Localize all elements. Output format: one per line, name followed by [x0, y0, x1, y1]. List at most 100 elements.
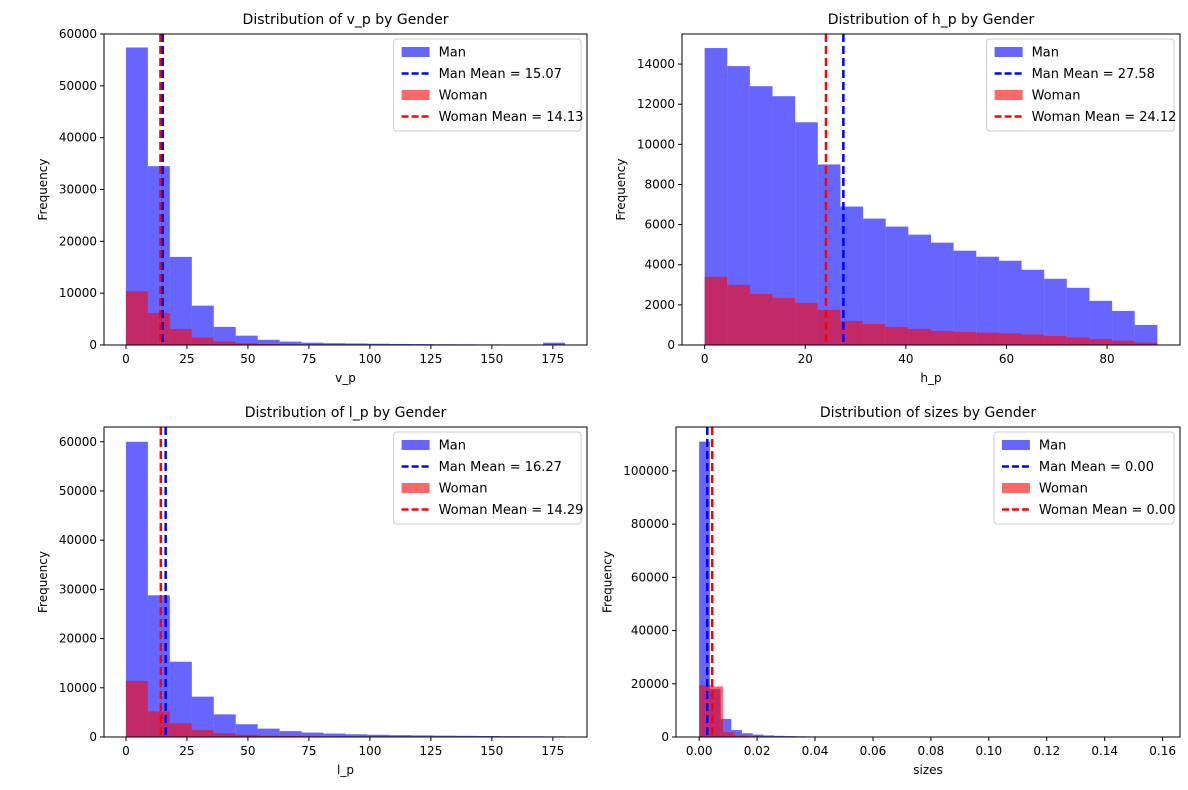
- bar-man-17: [1066, 287, 1090, 345]
- bar-man-4: [191, 696, 214, 737]
- y-tick-label: 0: [89, 730, 97, 744]
- y-tick-label: 10000: [59, 681, 97, 695]
- legend-label: Woman Mean = 0.00: [1039, 503, 1176, 518]
- x-axis-label: l_p: [337, 763, 354, 777]
- bar-woman-15: [1021, 334, 1045, 345]
- legend-label: Woman Mean = 14.29: [439, 503, 584, 518]
- y-tick-label: 20000: [59, 234, 97, 248]
- y-tick-label: 40000: [59, 131, 97, 145]
- y-tick-label: 12000: [637, 97, 675, 111]
- y-tick-label: 10000: [637, 137, 675, 151]
- bar-man-4: [772, 96, 796, 345]
- y-tick-label: 50000: [59, 79, 97, 93]
- plot-area: [699, 427, 914, 737]
- y-tick-label: 0: [667, 338, 675, 352]
- y-axis-label: Frequency: [614, 159, 628, 221]
- bar-woman-18: [1089, 338, 1113, 345]
- y-tick-label: 100000: [623, 464, 669, 478]
- bar-woman-5: [213, 341, 236, 345]
- bar-man-12: [367, 343, 390, 345]
- legend-swatch: [401, 90, 430, 100]
- bar-man-2: [147, 166, 170, 345]
- legend-label: Woman: [439, 89, 488, 104]
- bar-man-7: [763, 735, 775, 737]
- legend-swatch: [1001, 440, 1030, 450]
- bar-man-5: [795, 122, 818, 345]
- bar-man-5: [213, 714, 236, 737]
- bar-woman-11: [931, 330, 954, 345]
- legend-box: [393, 38, 582, 132]
- legend-swatch: [401, 483, 430, 493]
- bar-woman-3: [722, 732, 735, 737]
- bar-man-13: [976, 256, 999, 345]
- y-tick-label: 60000: [59, 435, 97, 449]
- bar-man-3: [169, 661, 192, 737]
- bar-woman-7: [840, 320, 864, 345]
- x-tick-label: 125: [419, 352, 442, 366]
- legend-swatch: [401, 440, 430, 450]
- legend-box: [393, 431, 582, 525]
- bar-man-12: [953, 250, 977, 345]
- y-tick-label: 50000: [59, 484, 97, 498]
- bar-man-16: [1044, 278, 1067, 345]
- y-tick-label: 20000: [59, 632, 97, 646]
- bar-woman-19: [1112, 340, 1135, 345]
- bar-man-4: [191, 305, 214, 345]
- bar-woman-2: [147, 312, 170, 345]
- bar-man-13: [389, 343, 412, 345]
- x-tick-label: 0.16: [1149, 744, 1176, 758]
- legend-swatch: [401, 47, 430, 57]
- bar-woman-8: [863, 323, 886, 345]
- x-tick-label: 40: [898, 352, 913, 366]
- bar-man-8: [279, 341, 302, 345]
- chart-title: Distribution of h_p by Gender: [828, 12, 1035, 28]
- x-tick-label: 150: [480, 744, 503, 758]
- bar-man-7: [257, 339, 280, 345]
- bar-woman-5: [213, 733, 236, 737]
- y-tick-label: 80000: [631, 517, 669, 531]
- bar-woman-1: [125, 680, 148, 737]
- bar-man-8: [774, 735, 785, 737]
- chart-panel-3: 0 25 50 75 100 125 150 175 0 10000 20000 30000 40000…: [36, 405, 588, 777]
- x-tick-label: 0: [122, 352, 130, 366]
- x-tick-label: 0: [701, 352, 709, 366]
- bar-man-8: [279, 731, 302, 737]
- y-tick-label: 0: [661, 730, 669, 744]
- bar-woman-13: [976, 332, 999, 345]
- bar-man-2: [147, 595, 170, 737]
- x-tick-label: 125: [419, 744, 442, 758]
- legend-label: Woman: [1032, 89, 1081, 104]
- x-tick-label: 175: [541, 352, 564, 366]
- bar-man-20: [543, 342, 566, 345]
- axes-frame: [103, 426, 588, 738]
- bar-woman-2: [711, 686, 723, 737]
- legend-label: Man Mean = 0.00: [1039, 460, 1154, 475]
- bar-man-2: [727, 66, 750, 345]
- series-man: [699, 441, 914, 737]
- legend-swatch: [1001, 483, 1030, 493]
- bar-woman-4: [191, 730, 214, 737]
- bar-woman-12: [953, 331, 977, 345]
- legend-label: Man Mean = 15.07: [439, 67, 562, 82]
- bar-woman-6: [235, 343, 258, 345]
- series-woman: [699, 685, 818, 737]
- legend-label: Woman: [1039, 482, 1088, 497]
- axes-frame: [681, 33, 1181, 346]
- bar-man-13: [389, 735, 412, 737]
- y-tick-label: 10000: [59, 286, 97, 300]
- x-tick-label: 0: [122, 744, 130, 758]
- bar-man-1: [125, 441, 148, 737]
- bar-man-5: [742, 733, 753, 737]
- legend-label: Woman Mean = 24.12: [1032, 110, 1177, 125]
- bar-man-1: [125, 47, 148, 345]
- legend: Man Man Mean = 15.07 Woman Woman Mean = 14.…: [393, 38, 583, 132]
- x-tick-label: 80: [1099, 352, 1114, 366]
- bar-woman-3: [169, 328, 192, 345]
- bar-woman-3: [749, 293, 773, 345]
- bar-man-7: [840, 206, 864, 345]
- bar-woman-1: [699, 685, 712, 737]
- x-tick-label: 50: [240, 744, 255, 758]
- bar-man-14: [411, 735, 434, 737]
- y-tick-label: 2000: [644, 298, 675, 312]
